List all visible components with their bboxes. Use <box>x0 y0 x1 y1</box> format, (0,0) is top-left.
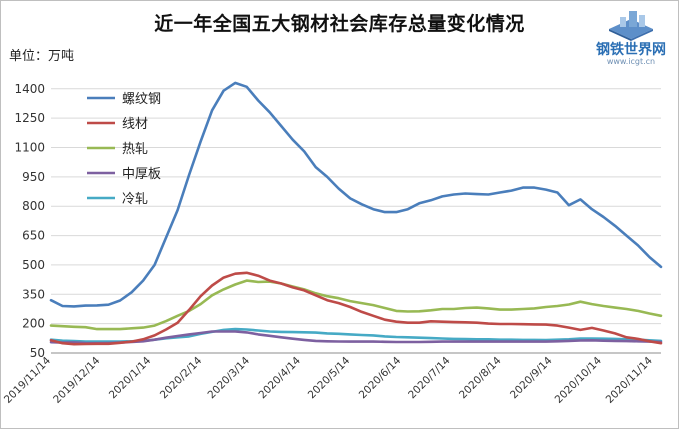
x-tick-label: 2020/3/14 <box>206 354 253 401</box>
series-line-中厚板 <box>49 330 663 345</box>
x-tick-label: 2020/7/14 <box>406 354 453 401</box>
legend-label: 线材 <box>122 117 148 132</box>
series-line-螺纹钢 <box>49 81 663 308</box>
x-tick-label: 2019/12/14 <box>51 354 103 406</box>
y-tick-label: 1400 <box>14 82 45 96</box>
x-tick-label: 2020/2/14 <box>158 354 205 401</box>
y-tick-label: 500 <box>22 258 45 272</box>
x-tick-label: 2020/5/14 <box>306 354 353 401</box>
unit-label: 单位：万吨 <box>9 49 75 64</box>
x-tick-label: 2020/4/14 <box>256 354 303 401</box>
logo-url: www.icgt.cn <box>606 57 656 66</box>
x-tick-label: 2020/11/14 <box>604 354 656 406</box>
y-tick-label: 800 <box>22 199 45 213</box>
series-lines <box>49 81 663 346</box>
x-tick-label: 2020/1/14 <box>107 354 154 401</box>
y-tick-label: 650 <box>22 229 45 243</box>
y-tick-label: 950 <box>22 170 45 184</box>
x-tick-label: 2020/8/14 <box>457 354 504 401</box>
series-line-线材 <box>49 271 663 346</box>
logo-name: 钢铁世界网 <box>596 42 666 58</box>
y-tick-label: 50 <box>30 346 45 360</box>
x-tick-label: 2020/10/14 <box>553 354 605 406</box>
legend-label: 螺纹钢 <box>122 92 161 107</box>
y-tick-label: 1100 <box>14 141 45 155</box>
chart-title: 近一年全国五大钢材社会库存总量变化情况 <box>154 13 525 35</box>
x-tick-label: 2019/11/14 <box>2 354 54 406</box>
y-tick-label: 350 <box>22 287 45 301</box>
series-line-热轧 <box>49 279 663 331</box>
y-tick-label: 1250 <box>14 111 45 125</box>
x-tick-label: 2020/6/14 <box>357 354 404 401</box>
y-tick-label: 200 <box>22 317 45 331</box>
legend-label: 冷轧 <box>122 192 148 207</box>
x-tick-label: 2020/9/14 <box>508 354 555 401</box>
site-logo: 钢铁世界网 www.icgt.cn <box>585 7 677 71</box>
legend-label: 热轧 <box>122 142 148 157</box>
legend-label: 中厚板 <box>122 167 161 182</box>
y-axis: 50 200 350 500 650 800 950 1100 1250 1400 <box>14 82 45 360</box>
logo-mark <box>609 11 653 41</box>
